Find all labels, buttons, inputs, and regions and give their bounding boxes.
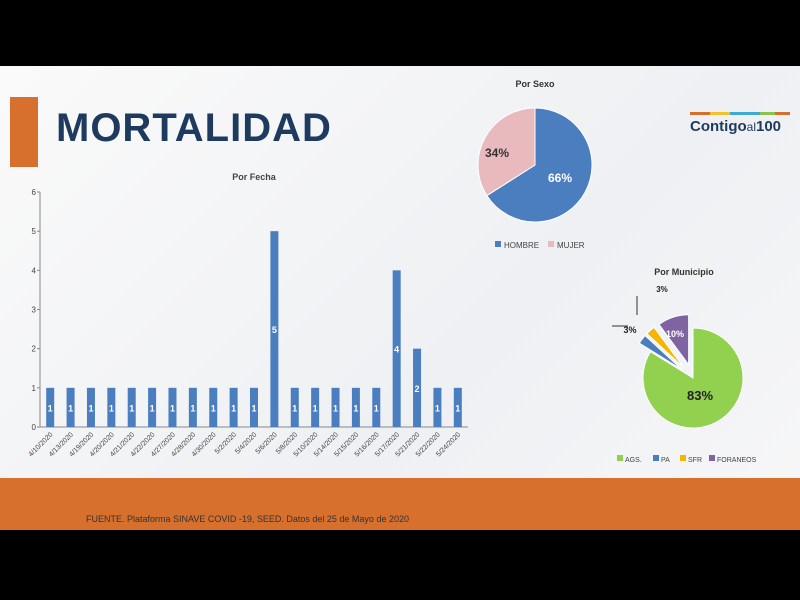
bar-data-label: 1 xyxy=(292,403,297,413)
bar-data-label: 1 xyxy=(68,403,73,413)
legend-swatch xyxy=(709,455,715,461)
logo: Contigoal100 xyxy=(690,118,782,135)
bar-data-label: 1 xyxy=(190,403,195,413)
y-tick-label: 5 xyxy=(32,227,37,236)
bar xyxy=(351,387,360,427)
bar xyxy=(107,387,116,427)
pie-data-label: 3% xyxy=(623,325,636,335)
bar xyxy=(188,387,197,427)
bar-data-label: 5 xyxy=(272,325,277,335)
legend-label: SFR xyxy=(688,457,702,464)
bar xyxy=(168,387,177,427)
pie-slice xyxy=(658,314,690,367)
y-tick-label: 2 xyxy=(32,345,37,354)
bar xyxy=(290,387,299,427)
legend-swatch xyxy=(653,455,659,461)
bar-data-label: 1 xyxy=(231,403,236,413)
pie-data-label: 34% xyxy=(485,146,509,160)
pie-data-label: 66% xyxy=(548,171,572,185)
legend-label: AGS. xyxy=(625,457,642,464)
bar-data-label: 1 xyxy=(48,403,53,413)
pie-slice xyxy=(642,327,744,429)
municipio-chart-title: Por Municipio xyxy=(654,267,714,277)
pie-slice xyxy=(486,107,593,223)
y-tick-label: 4 xyxy=(32,266,37,275)
footer-band xyxy=(0,478,800,530)
bar xyxy=(127,387,136,427)
legend-label: HOMBRE xyxy=(504,241,539,250)
bar xyxy=(86,387,95,427)
bar-data-label: 1 xyxy=(150,403,155,413)
legend-swatch xyxy=(495,241,501,247)
source-note: FUENTE. Plataforma SINAVE COVID -19, SEE… xyxy=(86,514,409,524)
bar xyxy=(311,387,320,427)
bar xyxy=(372,387,381,427)
bar xyxy=(392,270,401,427)
bar-data-label: 1 xyxy=(170,403,175,413)
bar-data-label: 1 xyxy=(313,403,318,413)
bar-data-label: 1 xyxy=(435,403,440,413)
bar xyxy=(46,387,55,427)
pie-slice xyxy=(477,107,536,197)
legend-label: FORANEOS xyxy=(717,457,757,464)
pie-slice xyxy=(638,334,683,370)
pie-data-label: 10% xyxy=(666,329,684,339)
legend-label: MUJER xyxy=(557,241,585,250)
bar-data-label: 4 xyxy=(394,345,399,355)
bar-data-label: 1 xyxy=(109,403,114,413)
bar-data-label: 1 xyxy=(374,403,379,413)
bar-data-label: 1 xyxy=(333,403,338,413)
bar xyxy=(331,387,340,427)
sexo-chart-title: Por Sexo xyxy=(515,79,555,89)
y-tick-label: 6 xyxy=(32,188,37,197)
bar xyxy=(209,387,218,427)
slide: MORTALIDAD Contigoal100 FUENTE. Platafor… xyxy=(0,66,800,530)
bar-data-label: 1 xyxy=(353,403,358,413)
bar-data-label: 1 xyxy=(88,403,93,413)
orange-accent xyxy=(10,97,38,167)
bar xyxy=(453,387,462,427)
bar-data-label: 1 xyxy=(455,403,460,413)
bar-data-label: 1 xyxy=(251,403,256,413)
bar xyxy=(433,387,442,427)
pie-slice xyxy=(646,326,685,368)
bar xyxy=(148,387,157,427)
bar xyxy=(413,348,422,427)
bar-data-label: 2 xyxy=(415,384,420,394)
y-tick-label: 0 xyxy=(32,423,37,432)
bar xyxy=(270,231,279,427)
y-tick-label: 1 xyxy=(32,384,37,393)
legend-swatch xyxy=(617,455,623,461)
logo-lines xyxy=(690,112,790,115)
bar xyxy=(250,387,258,427)
pie-data-label: 83% xyxy=(687,388,713,403)
bar-data-label: 1 xyxy=(129,403,134,413)
page-title: MORTALIDAD xyxy=(56,106,332,150)
pie-data-label: 3% xyxy=(656,285,668,294)
legend-label: PA xyxy=(661,457,670,464)
legend-swatch xyxy=(548,241,554,247)
bar xyxy=(66,387,75,427)
y-tick-label: 3 xyxy=(32,306,37,315)
bar-chart-title: Por Fecha xyxy=(232,172,277,182)
bar-data-label: 1 xyxy=(211,403,216,413)
legend-swatch xyxy=(680,455,686,461)
bar xyxy=(229,387,238,427)
